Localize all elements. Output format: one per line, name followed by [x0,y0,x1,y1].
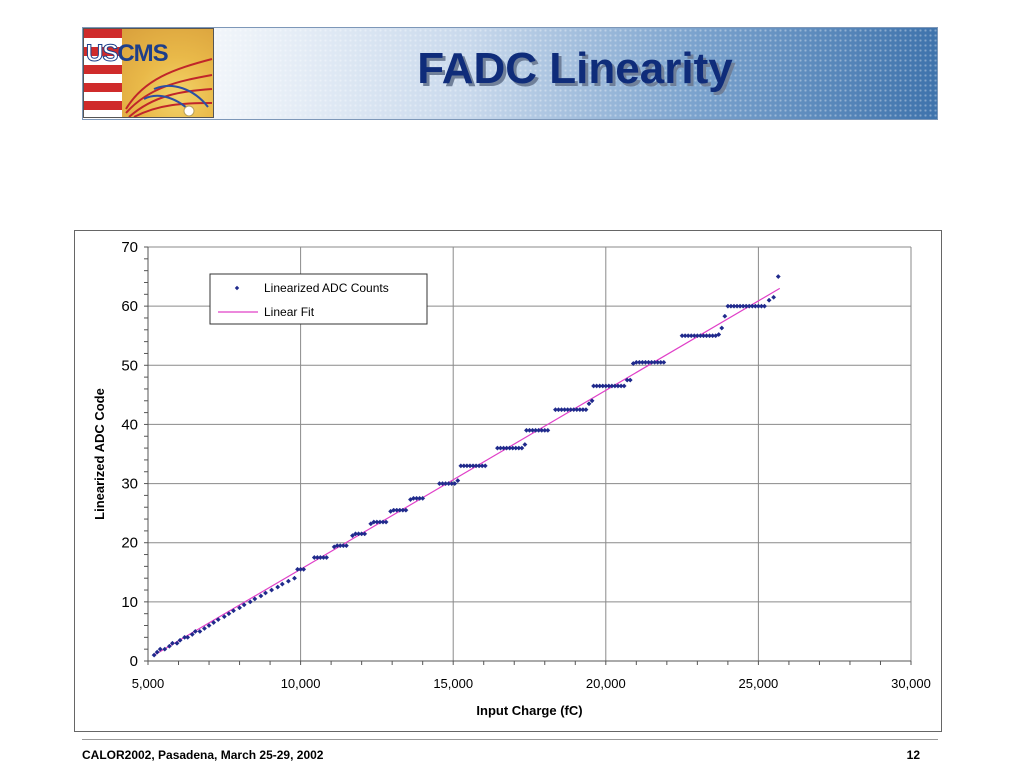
footer-event-text: CALOR2002, Pasadena, March 25-29, 2002 [82,748,324,762]
data-point [716,332,722,338]
data-point [719,325,725,331]
data-point [324,555,330,560]
data-point [301,566,307,572]
data-point [269,587,275,593]
x-tick-label: 10,000 [281,676,321,691]
data-point [762,303,767,309]
data-point [775,274,781,280]
y-tick-label: 20 [121,535,138,552]
data-point [455,478,461,484]
header-banner [82,27,938,120]
data-point [452,481,458,487]
data-point [661,359,667,365]
data-point [241,602,247,608]
data-point [189,631,195,637]
data-point [258,593,264,599]
x-tick-label: 20,000 [586,676,626,691]
logo-text-us: US [85,40,118,68]
x-tick-label: 25,000 [739,676,779,691]
linear-fit-line [153,287,781,656]
data-point [177,637,183,643]
data-point [285,578,291,584]
logo-text-cms: CMS [117,40,168,67]
data-point [522,442,528,448]
logo-swirl-graphic [125,58,213,117]
chart-series [151,274,781,658]
y-tick-label: 70 [121,239,138,256]
data-point [627,377,633,383]
x-tick-label: 5,000 [132,676,165,691]
data-point [343,543,349,549]
data-point [275,584,281,590]
y-tick-label: 40 [121,416,138,433]
y-tick-label: 30 [121,476,138,493]
linearity-chart: 0 10 20 30 40 50 60 70 5,000 10,000 15,000 20,000 25… [92,239,931,718]
data-point [211,620,217,626]
data-point [722,313,728,319]
data-point [221,614,227,620]
data-point [368,521,374,527]
data-point [185,634,191,640]
data-point [766,297,772,303]
page-title: FADC Linearity [417,44,733,93]
data-point [157,646,163,652]
data-point [279,581,285,587]
data-point [247,599,253,605]
data-point [151,652,157,658]
data-point [154,649,160,655]
y-tick-label: 50 [121,357,138,374]
x-tick-label: 30,000 [891,676,931,691]
logo-text: USCMS [85,40,168,68]
us-cms-logo: USCMS [83,28,214,118]
data-point [420,495,426,501]
data-point [162,646,168,652]
data-point [482,463,488,469]
data-point [169,640,175,646]
y-tick-label: 60 [121,298,138,315]
data-point [201,625,207,631]
footer-divider [82,739,938,740]
legend-label-points: Linearized ADC Counts [264,281,389,295]
data-point [206,623,212,628]
data-point [586,401,592,407]
legend-label-fit: Linear Fit [264,305,315,319]
legend-box [209,273,428,325]
y-tick-label: 10 [121,594,138,611]
legend-marker-points [234,285,240,291]
data-point [166,643,172,649]
data-point [237,605,243,611]
data-point [383,519,389,525]
y-axis-title: Linearized ADC Code [92,388,107,520]
data-point [174,640,180,646]
data-point [192,628,198,634]
data-point [292,575,297,581]
data-point [583,407,589,413]
data-point [362,531,368,537]
data-point [545,427,551,433]
y-tick-label: 0 [130,653,138,670]
chart-labels: 0 10 20 30 40 50 60 70 5,000 10,000 15,000 20,000 25… [92,239,931,718]
data-point [519,445,525,451]
chart-axes [144,246,912,665]
chart-frame: 0 10 20 30 40 50 60 70 5,000 10,000 15,000 20,000 25… [74,230,942,732]
chart-legend: Linearized ADC Counts Linear Fit [209,273,428,325]
data-point [226,611,232,617]
data-point [230,608,236,614]
slide-number: 12 [906,748,920,762]
data-point [197,628,203,634]
data-point [252,596,258,602]
data-point [403,507,409,513]
data-point [589,398,595,404]
data-point [621,383,627,389]
data-point [771,294,777,300]
data-point [350,533,355,539]
data-point [215,617,221,623]
x-axis-title: Input Charge (fC) [476,703,582,718]
data-point [263,590,268,596]
x-tick-label: 15,000 [433,676,473,691]
